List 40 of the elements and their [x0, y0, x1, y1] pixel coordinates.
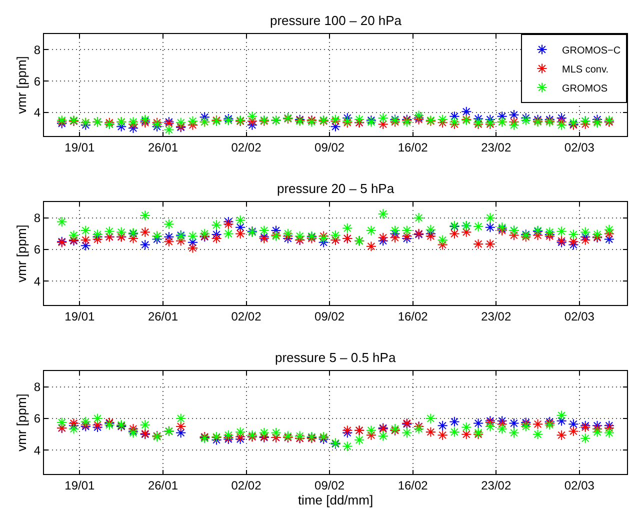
x-tick-label: 02/03 — [564, 309, 595, 324]
y-tick-label: 8 — [34, 211, 41, 226]
x-tick-label: 09/02 — [314, 140, 345, 154]
y-axis-title: vmr [ppm] — [14, 224, 29, 282]
legend-label: GROMOS−C — [562, 45, 621, 56]
x-tick-label: 02/02 — [231, 140, 262, 154]
y-tick-label: 6 — [34, 412, 41, 426]
y-tick-label: 4 — [34, 274, 41, 288]
chart-title: pressure 5 – 0.5 hPa — [275, 350, 396, 365]
y-tick-label: 6 — [34, 74, 41, 88]
x-tick-label: 02/02 — [231, 478, 262, 492]
x-tick-label: 26/01 — [148, 140, 178, 154]
x-tick-label: 19/01 — [64, 140, 96, 154]
x-tick-label: 02/03 — [564, 140, 595, 154]
y-tick-label: 4 — [34, 443, 41, 458]
y-tick-label: 6 — [34, 242, 41, 257]
x-tick-label: 02/02 — [231, 309, 262, 324]
x-tick-label: 16/02 — [398, 309, 428, 324]
x-tick-label: 23/02 — [481, 140, 512, 154]
chart-title: pressure 20 – 5 hPa — [277, 181, 395, 196]
y-tick-label: 8 — [34, 42, 41, 57]
x-tick-label: 09/02 — [314, 309, 345, 324]
legend-label: MLS conv. — [562, 64, 608, 76]
x-tick-label: 26/01 — [148, 478, 178, 492]
x-axis-title: time [dd/mm] — [298, 492, 374, 508]
x-tick-label: 23/02 — [481, 309, 512, 324]
x-tick-label: 02/03 — [564, 478, 595, 492]
x-tick-label: 26/01 — [148, 309, 178, 324]
legend-label: GROMOS — [562, 83, 608, 94]
x-tick-label: 09/02 — [314, 478, 345, 492]
y-tick-label: 4 — [34, 106, 41, 120]
x-tick-label: 19/01 — [64, 478, 96, 492]
y-axis-title: vmr [ppm] — [14, 394, 29, 452]
x-tick-label: 16/02 — [398, 478, 428, 492]
x-tick-label: 23/02 — [481, 478, 512, 492]
y-axis-title: vmr [ppm] — [14, 56, 29, 114]
x-tick-label: 16/02 — [398, 140, 428, 154]
chart-title: pressure 100 – 20 hPa — [270, 13, 402, 28]
y-tick-label: 8 — [34, 380, 41, 394]
x-tick-label: 19/01 — [64, 309, 96, 324]
